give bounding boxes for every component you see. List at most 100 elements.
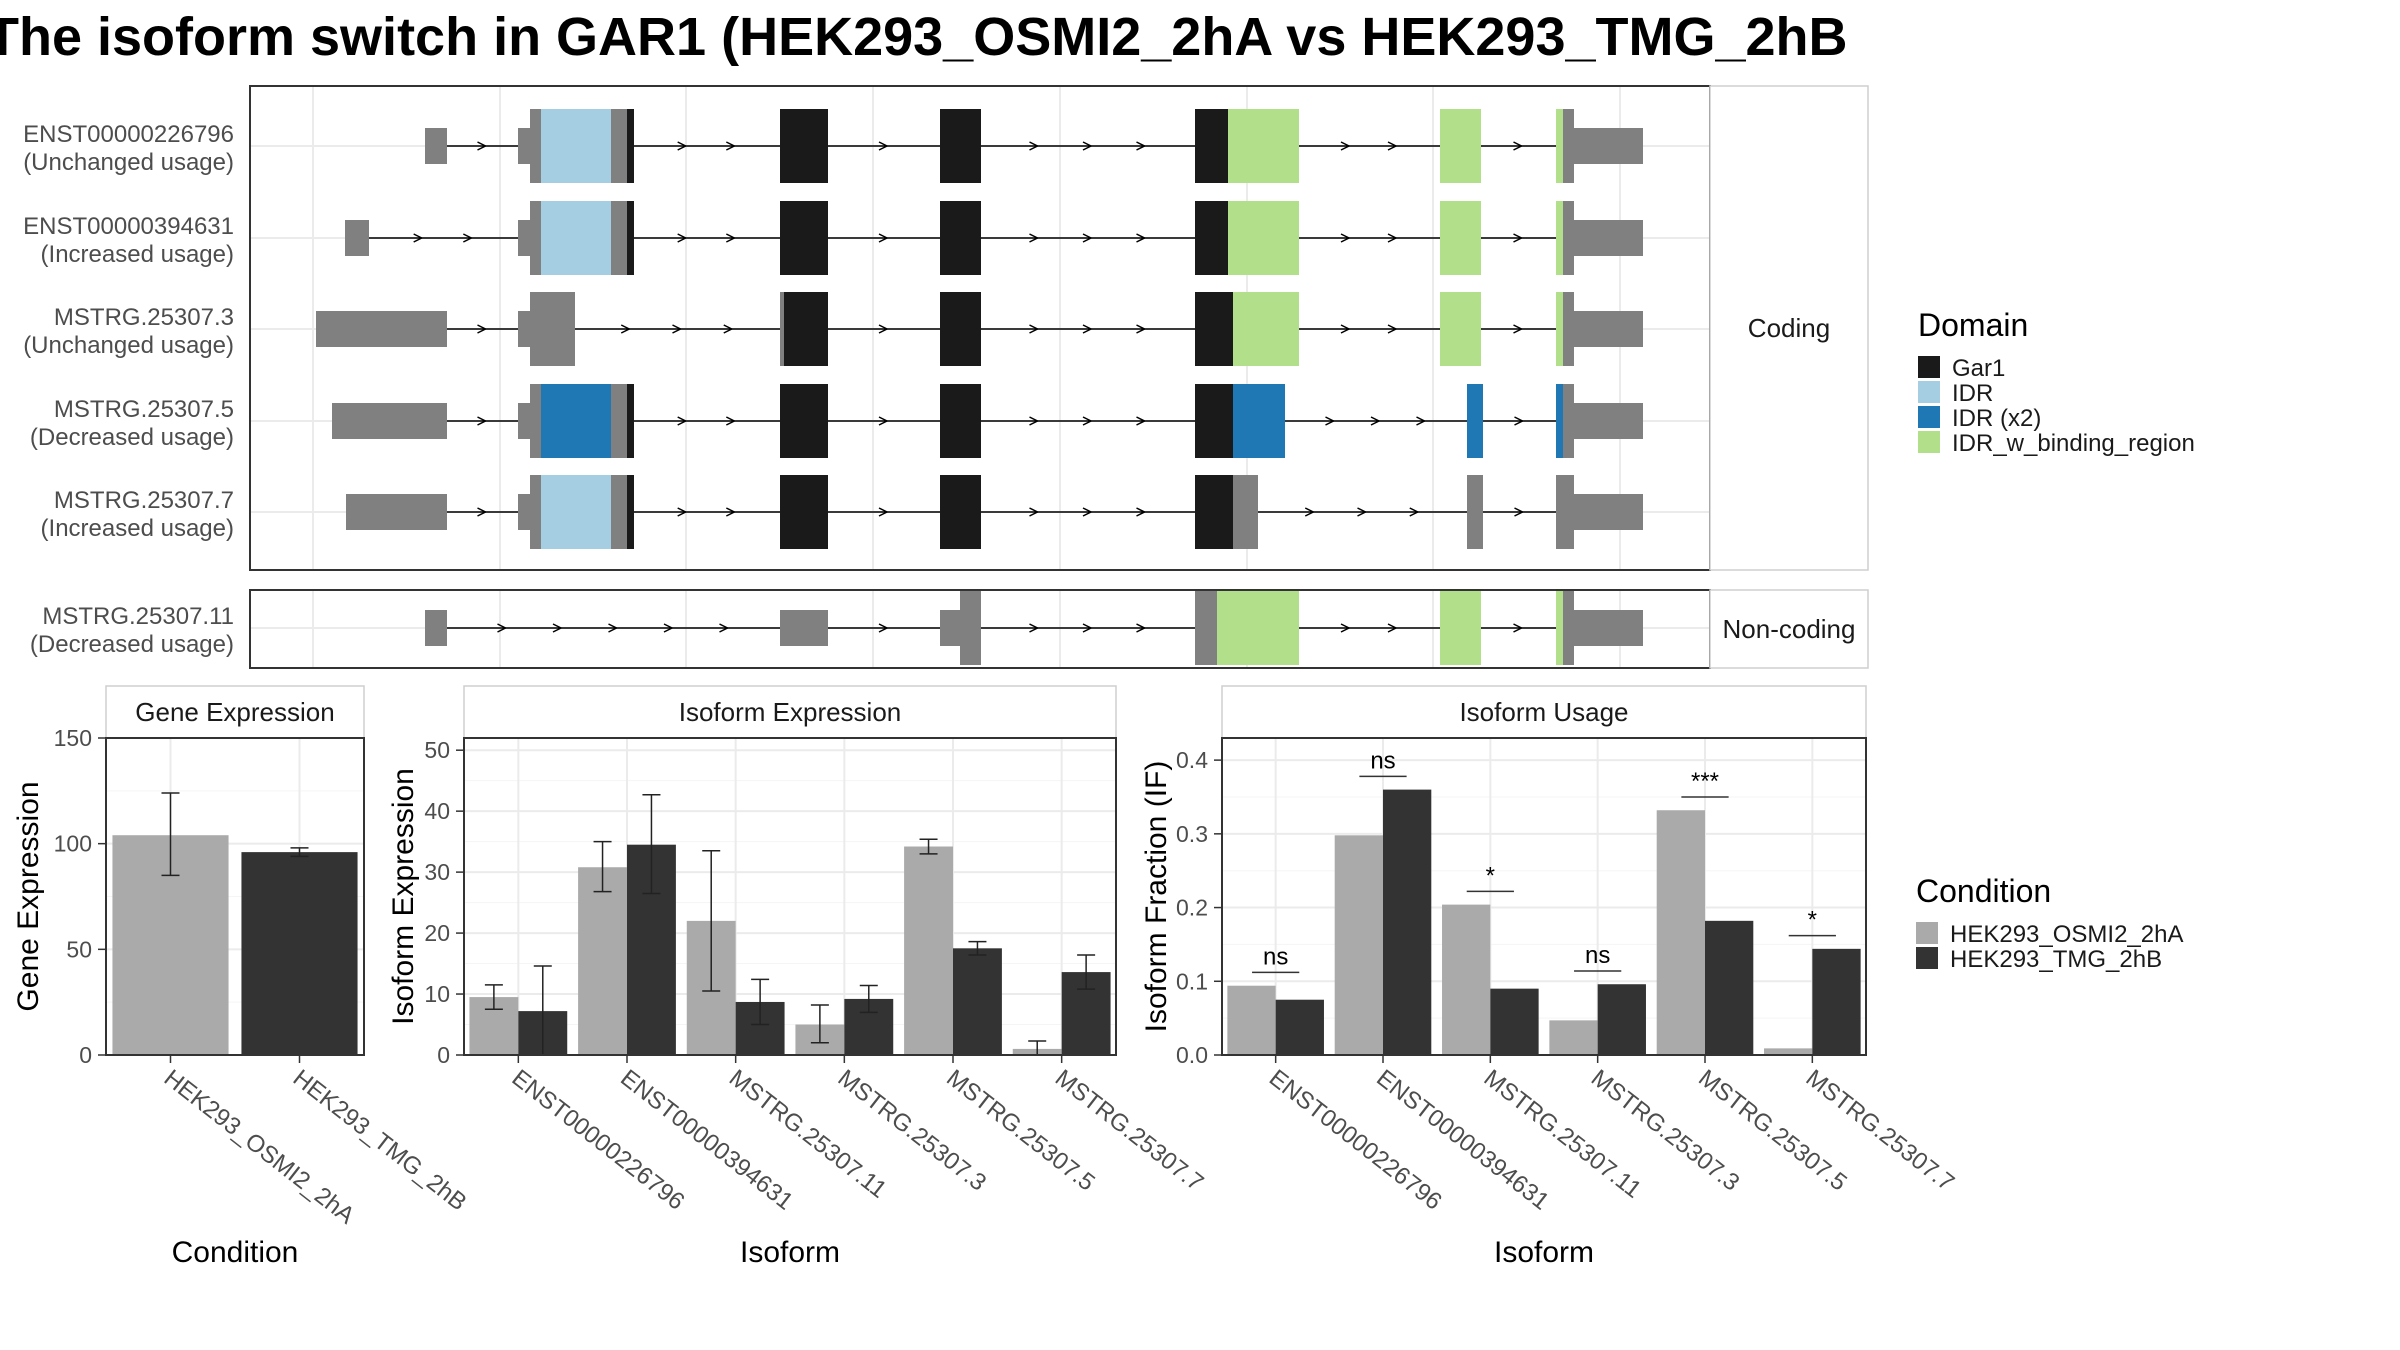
legend-swatch-idr-x2 [1918, 406, 1940, 428]
intron-arrow [1513, 233, 1524, 243]
intron-arrow [1513, 141, 1524, 151]
intron-arrow [1136, 141, 1147, 151]
exon-block [1574, 311, 1643, 347]
exon-block [425, 610, 447, 646]
exon-block [1228, 109, 1299, 183]
isoform-label-usage: (Decreased usage) [30, 424, 234, 451]
y-tick-label: 50 [424, 737, 450, 763]
exon-block [611, 201, 627, 275]
facet-strip [1709, 85, 1869, 571]
legend-swatch-idr [1918, 381, 1940, 403]
intron-arrow [1136, 233, 1147, 243]
exon-block [611, 109, 627, 183]
exon-block [1233, 475, 1258, 549]
exon-block [1556, 109, 1563, 183]
intron-arrow [477, 324, 488, 334]
facet-strip-label: Coding [1748, 313, 1830, 343]
bar [1334, 835, 1383, 1055]
intron-arrow [878, 623, 889, 633]
chart-panel-title: Gene Expression [135, 697, 334, 727]
intron-arrow [1029, 623, 1040, 633]
bar [1490, 988, 1539, 1055]
exon-block [1556, 475, 1563, 549]
exon-block [530, 475, 541, 549]
exon-block [780, 475, 828, 549]
exon-block [332, 403, 447, 439]
exon-block [1195, 201, 1228, 275]
exon-block [316, 311, 447, 347]
intron-arrow [477, 141, 488, 151]
significance-label: * [1486, 862, 1495, 889]
exon-block [530, 109, 541, 183]
exon-block [1563, 109, 1574, 183]
exon-block [518, 128, 530, 164]
intron-arrow [1082, 416, 1093, 426]
bar [1597, 984, 1646, 1055]
exon-block [627, 109, 634, 183]
significance-label: *** [1691, 768, 1719, 795]
bar [1442, 904, 1491, 1055]
x-tick-label: ENST00000226796 [1264, 1064, 1447, 1215]
intron-arrow [1513, 623, 1524, 633]
y-tick-label: 30 [424, 859, 450, 885]
intron-arrow [1029, 324, 1040, 334]
legend-swatch-idr-binding [1918, 431, 1940, 453]
intron-arrow [620, 324, 631, 334]
exon-block [425, 128, 447, 164]
exon-block [1217, 591, 1299, 665]
exon-block [1556, 292, 1563, 366]
exon-block [1467, 475, 1483, 549]
intron-arrow [878, 507, 889, 517]
intron-arrow [1340, 623, 1351, 633]
bar [1383, 789, 1432, 1055]
x-axis-label: Isoform [1494, 1236, 1594, 1269]
intron-arrow [462, 233, 474, 243]
exon-block [541, 201, 611, 275]
isoform-label-usage: (Unchanged usage) [23, 149, 234, 176]
intron-arrow [1082, 507, 1093, 517]
chart-strip [105, 685, 365, 739]
exon-block [1563, 475, 1574, 549]
exon-block [1233, 384, 1285, 458]
isoform-track [425, 591, 1643, 665]
x-axis-label: Isoform [740, 1236, 840, 1269]
y-tick-label: 10 [424, 981, 450, 1007]
legend-label-cond1: HEK293_OSMI2_2hA [1950, 921, 2183, 948]
chart-panel-border [1221, 737, 1867, 1056]
intron-arrow [725, 507, 737, 517]
intron-arrow [725, 141, 737, 151]
intron-arrow [477, 507, 488, 517]
exon-block [784, 292, 828, 366]
exon-block [780, 292, 784, 366]
intron-arrow [663, 623, 674, 633]
intron-arrow [608, 623, 619, 633]
exon-block [627, 201, 634, 275]
exon-block [780, 109, 828, 183]
intron-arrow [677, 507, 688, 517]
intron-arrow [1029, 141, 1040, 151]
bar [241, 852, 358, 1055]
significance-label: ns [1263, 943, 1288, 970]
exon-block [940, 384, 981, 458]
bar [1764, 1048, 1813, 1055]
exon-block [518, 220, 530, 256]
intron-arrow [1387, 233, 1398, 243]
condition-legend-title: Condition [1916, 873, 2051, 909]
exon-block [530, 201, 541, 275]
intron-arrow [1387, 141, 1398, 151]
isoform-label-usage: (Increased usage) [41, 241, 234, 268]
y-axis-label: Isoform Expression [387, 768, 420, 1025]
y-tick-label: 40 [424, 798, 450, 824]
isoform-track [345, 201, 1643, 275]
exon-block [1556, 591, 1563, 665]
exon-block [1440, 292, 1481, 366]
intron-arrow [1416, 416, 1427, 426]
legend-swatch-gar1 [1918, 356, 1940, 378]
exon-block [1440, 201, 1481, 275]
exon-block [780, 610, 828, 646]
y-tick-label: 150 [54, 725, 92, 751]
exon-block [518, 494, 530, 530]
exon-block [530, 292, 575, 366]
exon-block [780, 201, 828, 275]
